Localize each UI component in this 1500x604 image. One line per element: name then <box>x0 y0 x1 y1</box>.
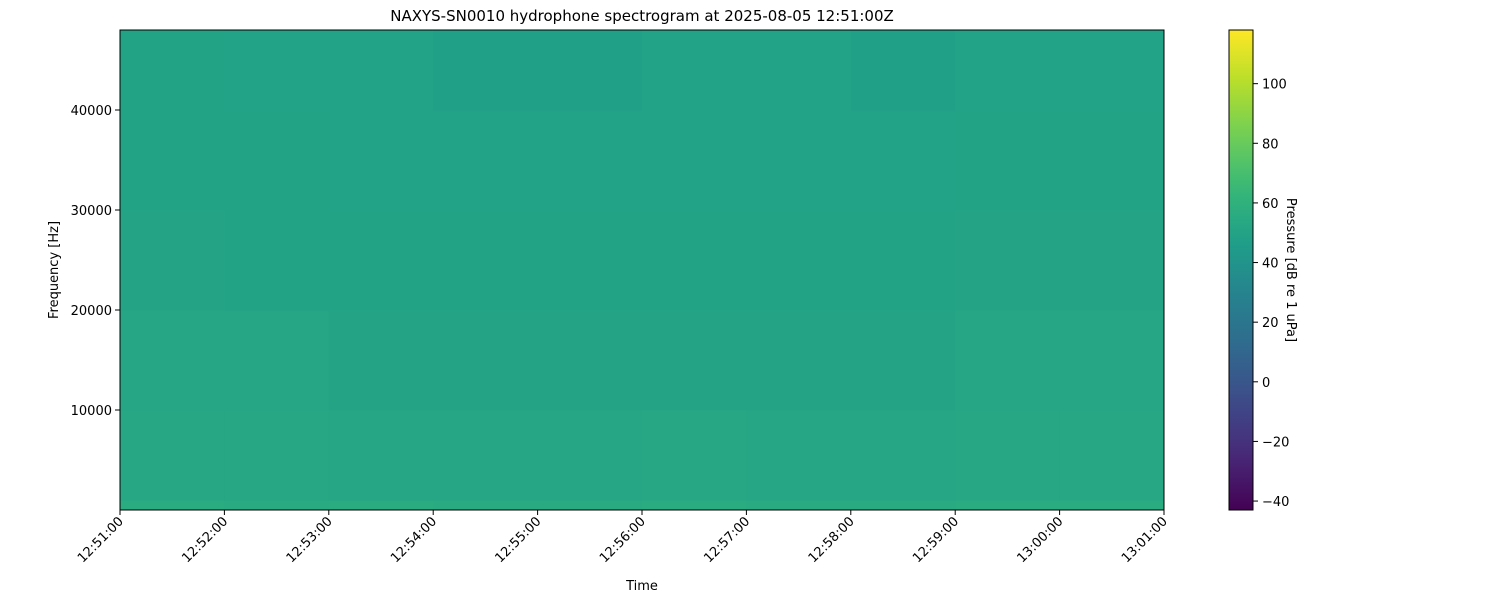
heatmap-cell <box>955 310 1061 411</box>
x-tick-label: 12:54:00 <box>388 514 440 566</box>
heatmap-cell <box>433 110 539 211</box>
heatmap-cell <box>224 30 330 111</box>
heatmap-cell <box>955 410 1061 501</box>
heatmap-cell <box>433 30 539 111</box>
y-tick-label: 30000 <box>71 204 112 219</box>
x-tick-label: 12:58:00 <box>806 514 858 566</box>
heatmap-cell <box>537 410 643 501</box>
heatmap-cell <box>537 30 643 111</box>
heatmap-cell <box>433 500 539 511</box>
colorbar-tick-label: 20 <box>1262 316 1279 331</box>
heatmap-cell <box>850 30 956 111</box>
heatmap-cell <box>1059 110 1165 211</box>
colorbar-tick-label: 100 <box>1262 78 1287 93</box>
heatmap-cell <box>1059 310 1165 411</box>
heatmap-cell <box>642 210 747 311</box>
heatmap-cell <box>224 210 330 311</box>
heatmap-cell <box>1059 410 1165 501</box>
heatmap-cell <box>746 110 852 211</box>
heatmap-cell <box>642 310 747 411</box>
heatmap-cell <box>224 410 330 501</box>
heatmap-cell <box>328 210 434 311</box>
heatmap-cell <box>746 310 852 411</box>
heatmap-cell <box>746 410 852 501</box>
heatmap-cell <box>537 210 643 311</box>
heatmap-cell <box>955 500 1061 511</box>
heatmap-cell <box>328 410 434 501</box>
x-axis-label: Time <box>625 579 658 594</box>
chart-title: NAXYS-SN0010 hydrophone spectrogram at 2… <box>390 7 894 25</box>
y-tick-label: 10000 <box>71 404 112 419</box>
x-tick-label: 12:53:00 <box>284 514 336 566</box>
heatmap-cell <box>955 210 1061 311</box>
x-tick-label: 12:51:00 <box>75 514 127 566</box>
colorbar <box>1228 29 1254 511</box>
heatmap-cell <box>850 210 956 311</box>
colorbar-label: Pressure [dB re 1 uPa] <box>1283 198 1298 342</box>
heatmap-cell <box>433 410 539 501</box>
heatmap-cell <box>224 110 330 211</box>
y-tick-label: 20000 <box>71 304 112 319</box>
heatmap-cell <box>120 410 225 501</box>
heatmap-cell <box>850 410 956 501</box>
heatmap-cell <box>746 210 852 311</box>
heatmap-cell <box>850 310 956 411</box>
heatmap-cell <box>224 500 330 511</box>
x-tick-label: 12:52:00 <box>179 514 231 566</box>
heatmap-cell <box>120 500 225 511</box>
heatmap-cell <box>537 310 643 411</box>
heatmap-cell <box>955 30 1061 111</box>
colorbar-tick-label: 80 <box>1262 137 1279 152</box>
heatmap-cell <box>642 110 747 211</box>
colorbar-tick-label: 60 <box>1262 197 1279 212</box>
heatmap-cell <box>746 30 852 111</box>
x-tick-label: 13:01:00 <box>1119 514 1171 566</box>
x-tick-label: 12:56:00 <box>597 514 649 566</box>
x-tick-label: 12:59:00 <box>910 514 962 566</box>
colorbar-tick-label: 0 <box>1262 376 1270 391</box>
heatmap-cell <box>850 110 956 211</box>
heatmap-cell <box>955 110 1061 211</box>
heatmap-cell <box>642 500 747 511</box>
heatmap-cell <box>328 500 434 511</box>
heatmap-cell <box>537 110 643 211</box>
x-tick-label: 12:57:00 <box>701 514 753 566</box>
colorbar-tick-label: −40 <box>1262 495 1289 510</box>
heatmap-cell <box>1059 210 1165 311</box>
heatmap-cell <box>120 30 225 111</box>
heatmap-cell <box>433 310 539 411</box>
heatmap-cell <box>120 110 225 211</box>
heatmap-cell <box>224 310 330 411</box>
y-axis-label: Frequency [Hz] <box>47 221 62 319</box>
heatmap-cell <box>120 210 225 311</box>
x-tick-label: 12:55:00 <box>493 514 545 566</box>
x-tick-label: 13:00:00 <box>1015 514 1067 566</box>
colorbar-tick-label: 40 <box>1262 257 1279 272</box>
heatmap-cell <box>328 110 434 211</box>
heatmap-cell <box>328 310 434 411</box>
heatmap-cell <box>328 30 434 111</box>
colorbar-tick-label: −20 <box>1262 435 1289 450</box>
y-tick-label: 40000 <box>71 104 112 119</box>
heatmap-cell <box>642 30 747 111</box>
heatmap-cell <box>850 500 956 511</box>
heatmap-cell <box>746 500 852 511</box>
heatmap-cell <box>120 310 225 411</box>
heatmap-cell <box>1059 30 1165 111</box>
heatmap-cell <box>642 410 747 501</box>
heatmap-cell <box>1059 500 1165 511</box>
heatmap-cell <box>433 210 539 311</box>
heatmap-cell <box>537 500 643 511</box>
